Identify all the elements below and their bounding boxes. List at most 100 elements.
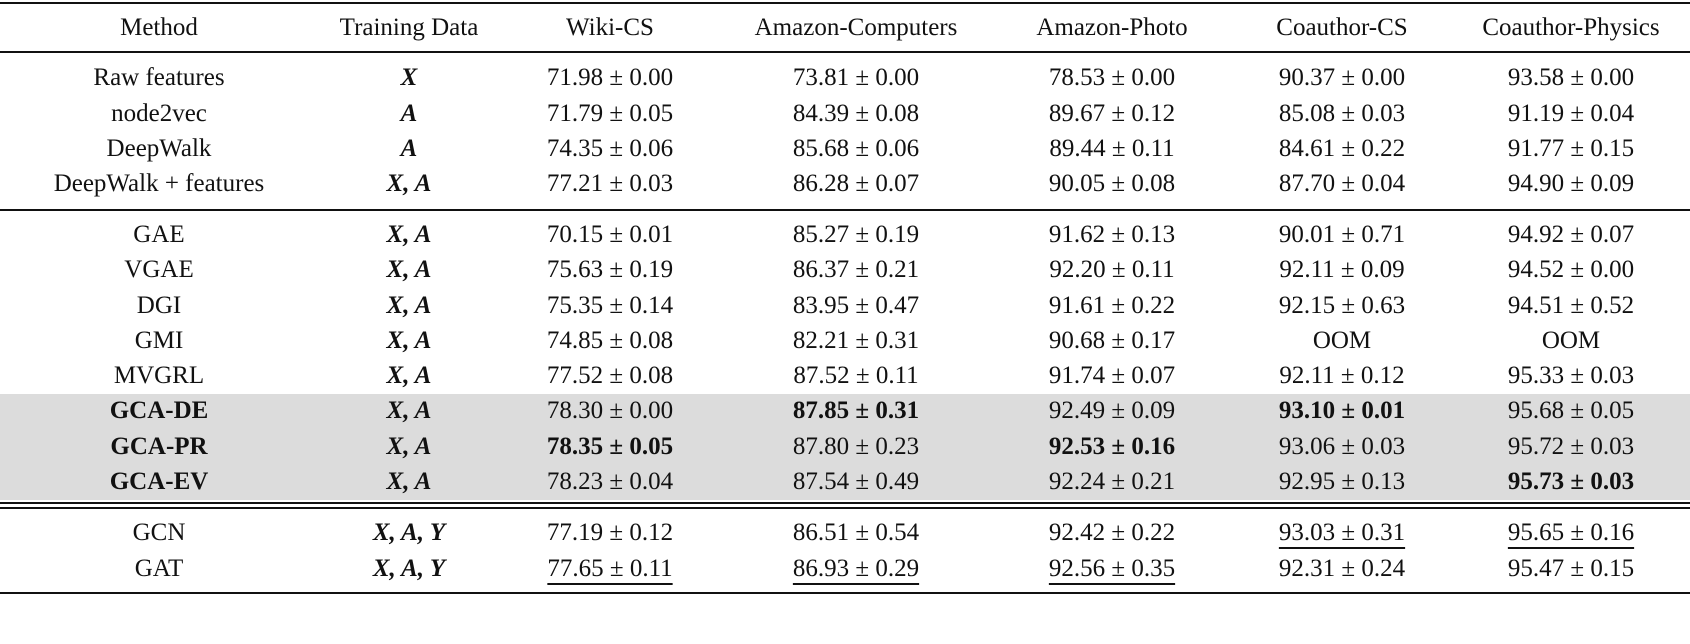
table-row: GCA-EV X, A 78.23 ± 0.04 87.54 ± 0.49 92.24 …: [0, 463, 1690, 501]
method-cell: GAT: [134, 555, 184, 582]
value-cell: 71.98 ± 0.00: [546, 64, 674, 91]
method-cell: GCA-EV: [109, 468, 209, 495]
table-row: GAE X, A 70.15 ± 0.01 85.27 ± 0.19 91.62 ± 0…: [0, 216, 1690, 254]
method-cell: GCA-DE: [109, 397, 209, 424]
method-cell: DGI: [136, 292, 182, 319]
method-cell: node2vec: [111, 100, 207, 127]
training-data-cell: X, A: [386, 256, 432, 283]
value-cell: 91.74 ± 0.07: [1048, 362, 1176, 389]
table-row: DGI X, A 75.35 ± 0.14 83.95 ± 0.47 91.61 ± 0…: [0, 287, 1690, 325]
value-cell: 89.44 ± 0.11: [1049, 135, 1175, 162]
header-amazon-photo: Amazon-Photo: [1036, 14, 1188, 41]
group-rule-2a: [0, 502, 1690, 504]
value-cell: 94.92 ± 0.07: [1507, 221, 1635, 248]
value-cell: 70.15 ± 0.01: [546, 221, 674, 248]
value-cell: 85.08 ± 0.03: [1278, 100, 1406, 127]
value-cell: 89.67 ± 0.12: [1048, 100, 1176, 127]
value-cell: 77.21 ± 0.03: [546, 170, 674, 197]
training-data-cell: X, A: [386, 468, 432, 495]
method-cell: DeepWalk: [106, 135, 212, 162]
value-cell: 83.95 ± 0.47: [792, 292, 920, 319]
value-cell: 95.73 ± 0.03: [1507, 468, 1635, 495]
table-row: DeepWalk A 74.35 ± 0.06 85.68 ± 0.06 89.44 ±…: [0, 130, 1690, 168]
training-data-cell: X, A, Y: [372, 519, 446, 546]
value-cell: 86.28 ± 0.07: [792, 170, 920, 197]
table-row: GCA-PR X, A 78.35 ± 0.05 87.80 ± 0.23 92.53 …: [0, 428, 1690, 466]
value-cell: 77.52 ± 0.08: [546, 362, 674, 389]
method-cell: VGAE: [124, 256, 194, 283]
value-cell: 87.70 ± 0.04: [1278, 170, 1406, 197]
group-rule-1: [0, 209, 1690, 211]
value-cell: 93.03 ± 0.31: [1278, 519, 1406, 546]
value-cell: 92.11 ± 0.09: [1279, 256, 1405, 283]
value-cell: 92.53 ± 0.16: [1048, 433, 1176, 460]
table-row: MVGRL X, A 77.52 ± 0.08 87.52 ± 0.11 91.74 ±…: [0, 357, 1690, 395]
value-cell: 95.65 ± 0.16: [1507, 519, 1635, 546]
method-cell: GMI: [134, 327, 184, 354]
method-cell: MVGRL: [113, 362, 205, 389]
table-row: Raw features X 71.98 ± 0.00 73.81 ± 0.00 78.…: [0, 59, 1690, 97]
table-row: GCN X, A, Y 77.19 ± 0.12 86.51 ± 0.54 92.42 …: [0, 514, 1690, 552]
value-cell: 85.68 ± 0.06: [792, 135, 920, 162]
value-cell: 82.21 ± 0.31: [792, 327, 920, 354]
table-row: DeepWalk + features X, A 77.21 ± 0.03 86.28…: [0, 165, 1690, 203]
header-coauthor-physics: Coauthor-Physics: [1482, 14, 1660, 41]
value-cell: 94.51 ± 0.52: [1507, 292, 1635, 319]
value-cell: 92.42 ± 0.22: [1048, 519, 1176, 546]
training-data-cell: X, A: [386, 433, 432, 460]
value-cell: 86.51 ± 0.54: [792, 519, 920, 546]
header-rule: [0, 51, 1690, 53]
value-cell: 92.49 ± 0.09: [1048, 397, 1176, 424]
value-cell: 91.19 ± 0.04: [1507, 100, 1635, 127]
value-cell: 87.85 ± 0.31: [792, 397, 920, 424]
header-coauthor-cs: Coauthor-CS: [1276, 14, 1408, 41]
value-cell: 92.56 ± 0.35: [1048, 555, 1176, 582]
table-row: VGAE X, A 75.63 ± 0.19 86.37 ± 0.21 92.20 ± …: [0, 251, 1690, 289]
header-amazon-computers: Amazon-Computers: [754, 14, 958, 41]
value-cell: 94.90 ± 0.09: [1507, 170, 1635, 197]
value-cell: 87.80 ± 0.23: [792, 433, 920, 460]
value-cell: 92.31 ± 0.24: [1278, 555, 1406, 582]
value-cell: 86.93 ± 0.29: [792, 555, 920, 582]
value-cell: 74.85 ± 0.08: [546, 327, 674, 354]
table-row: GAT X, A, Y 77.65 ± 0.11 86.93 ± 0.29 92.56 …: [0, 550, 1690, 588]
value-cell: 75.35 ± 0.14: [546, 292, 674, 319]
method-cell: GAE: [133, 221, 185, 248]
training-data-cell: X, A: [386, 362, 432, 389]
value-cell: 95.33 ± 0.03: [1507, 362, 1635, 389]
value-cell: 91.62 ± 0.13: [1048, 221, 1176, 248]
value-cell: 78.35 ± 0.05: [546, 433, 674, 460]
value-cell: 75.63 ± 0.19: [546, 256, 674, 283]
value-cell: OOM: [1312, 327, 1372, 354]
value-cell: 92.24 ± 0.21: [1048, 468, 1176, 495]
value-cell: 74.35 ± 0.06: [546, 135, 674, 162]
bottom-rule: [0, 592, 1690, 594]
value-cell: 91.77 ± 0.15: [1507, 135, 1635, 162]
table-row: node2vec A 71.79 ± 0.05 84.39 ± 0.08 89.67 ±…: [0, 95, 1690, 133]
value-cell: 87.54 ± 0.49: [792, 468, 920, 495]
header-row: Method Training Data Wiki-CS Amazon-Comp…: [0, 9, 1690, 47]
value-cell: 90.01 ± 0.71: [1278, 221, 1406, 248]
table-row: GCA-DE X, A 78.30 ± 0.00 87.85 ± 0.31 92.49 …: [0, 392, 1690, 430]
value-cell: 92.11 ± 0.12: [1279, 362, 1405, 389]
value-cell: 91.61 ± 0.22: [1048, 292, 1176, 319]
value-cell: 90.68 ± 0.17: [1048, 327, 1176, 354]
value-cell: 87.52 ± 0.11: [793, 362, 919, 389]
header-method: Method: [120, 14, 198, 41]
header-wiki-cs: Wiki-CS: [566, 14, 654, 41]
value-cell: 78.23 ± 0.04: [546, 468, 674, 495]
value-cell: 77.65 ± 0.11: [547, 555, 673, 582]
method-cell: GCN: [132, 519, 186, 546]
header-training-data: Training Data: [339, 14, 479, 41]
value-cell: 92.95 ± 0.13: [1278, 468, 1406, 495]
value-cell: 94.52 ± 0.00: [1507, 256, 1635, 283]
training-data-cell: X, A: [386, 397, 432, 424]
value-cell: 77.19 ± 0.12: [546, 519, 674, 546]
training-data-cell: X, A: [386, 170, 432, 197]
group-rule-2b: [0, 507, 1690, 509]
value-cell: 92.20 ± 0.11: [1049, 256, 1175, 283]
training-data-cell: X, A: [386, 221, 432, 248]
training-data-cell: X: [400, 64, 418, 91]
value-cell: 92.15 ± 0.63: [1278, 292, 1406, 319]
